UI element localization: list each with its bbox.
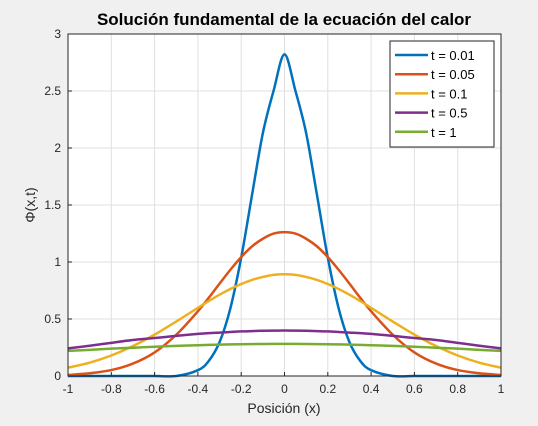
x-tick-label: 0.4 <box>363 382 380 396</box>
y-tick-label: 2.5 <box>44 84 61 98</box>
series-line-4 <box>67 329 502 350</box>
legend-label: t = 0.05 <box>431 67 475 82</box>
y-tick-label: 1.5 <box>44 198 61 212</box>
x-tick-label: 1 <box>498 382 505 396</box>
x-tick-label: -0.4 <box>188 382 209 396</box>
y-axis-label: Φ(x,t) <box>22 187 38 222</box>
x-tick-label: -0.2 <box>231 382 252 396</box>
legend-label: t = 0.1 <box>431 86 468 101</box>
x-tick-label: -0.6 <box>144 382 165 396</box>
chart-title: Solución fundamental de la ecuación del … <box>97 10 471 29</box>
x-tick-label: -0.8 <box>101 382 122 396</box>
x-axis-label: Posición (x) <box>247 400 320 416</box>
y-tick-label: 0.5 <box>44 312 61 326</box>
y-tick-label: 1 <box>54 255 61 269</box>
x-axis-ticks: -1 -0.8 -0.6 -0.4 -0.2 0 0.2 0.4 0.6 0.8 1 <box>63 372 505 396</box>
series-line-5 <box>67 342 502 353</box>
y-tick-label: 2 <box>54 141 61 155</box>
legend-label: t = 0.01 <box>431 48 475 63</box>
y-tick-label: 3 <box>54 27 61 41</box>
y-axis-ticks: 0 0.5 1 1.5 2 2.5 3 <box>44 27 72 383</box>
series-line-3 <box>67 273 502 369</box>
x-tick-label: -1 <box>63 382 74 396</box>
y-tick-label: 0 <box>54 369 61 383</box>
x-tick-label: 0.2 <box>319 382 336 396</box>
legend-label: t = 1 <box>431 125 457 140</box>
x-tick-label: 0.8 <box>449 382 466 396</box>
legend-label: t = 0.5 <box>431 106 468 121</box>
x-tick-label: 0 <box>281 382 288 396</box>
series-line-2 <box>67 230 502 377</box>
legend[interactable]: t = 0.01 t = 0.05 t = 0.1 t = 0.5 t = 1 <box>389 40 495 148</box>
x-tick-label: 0.6 <box>406 382 423 396</box>
